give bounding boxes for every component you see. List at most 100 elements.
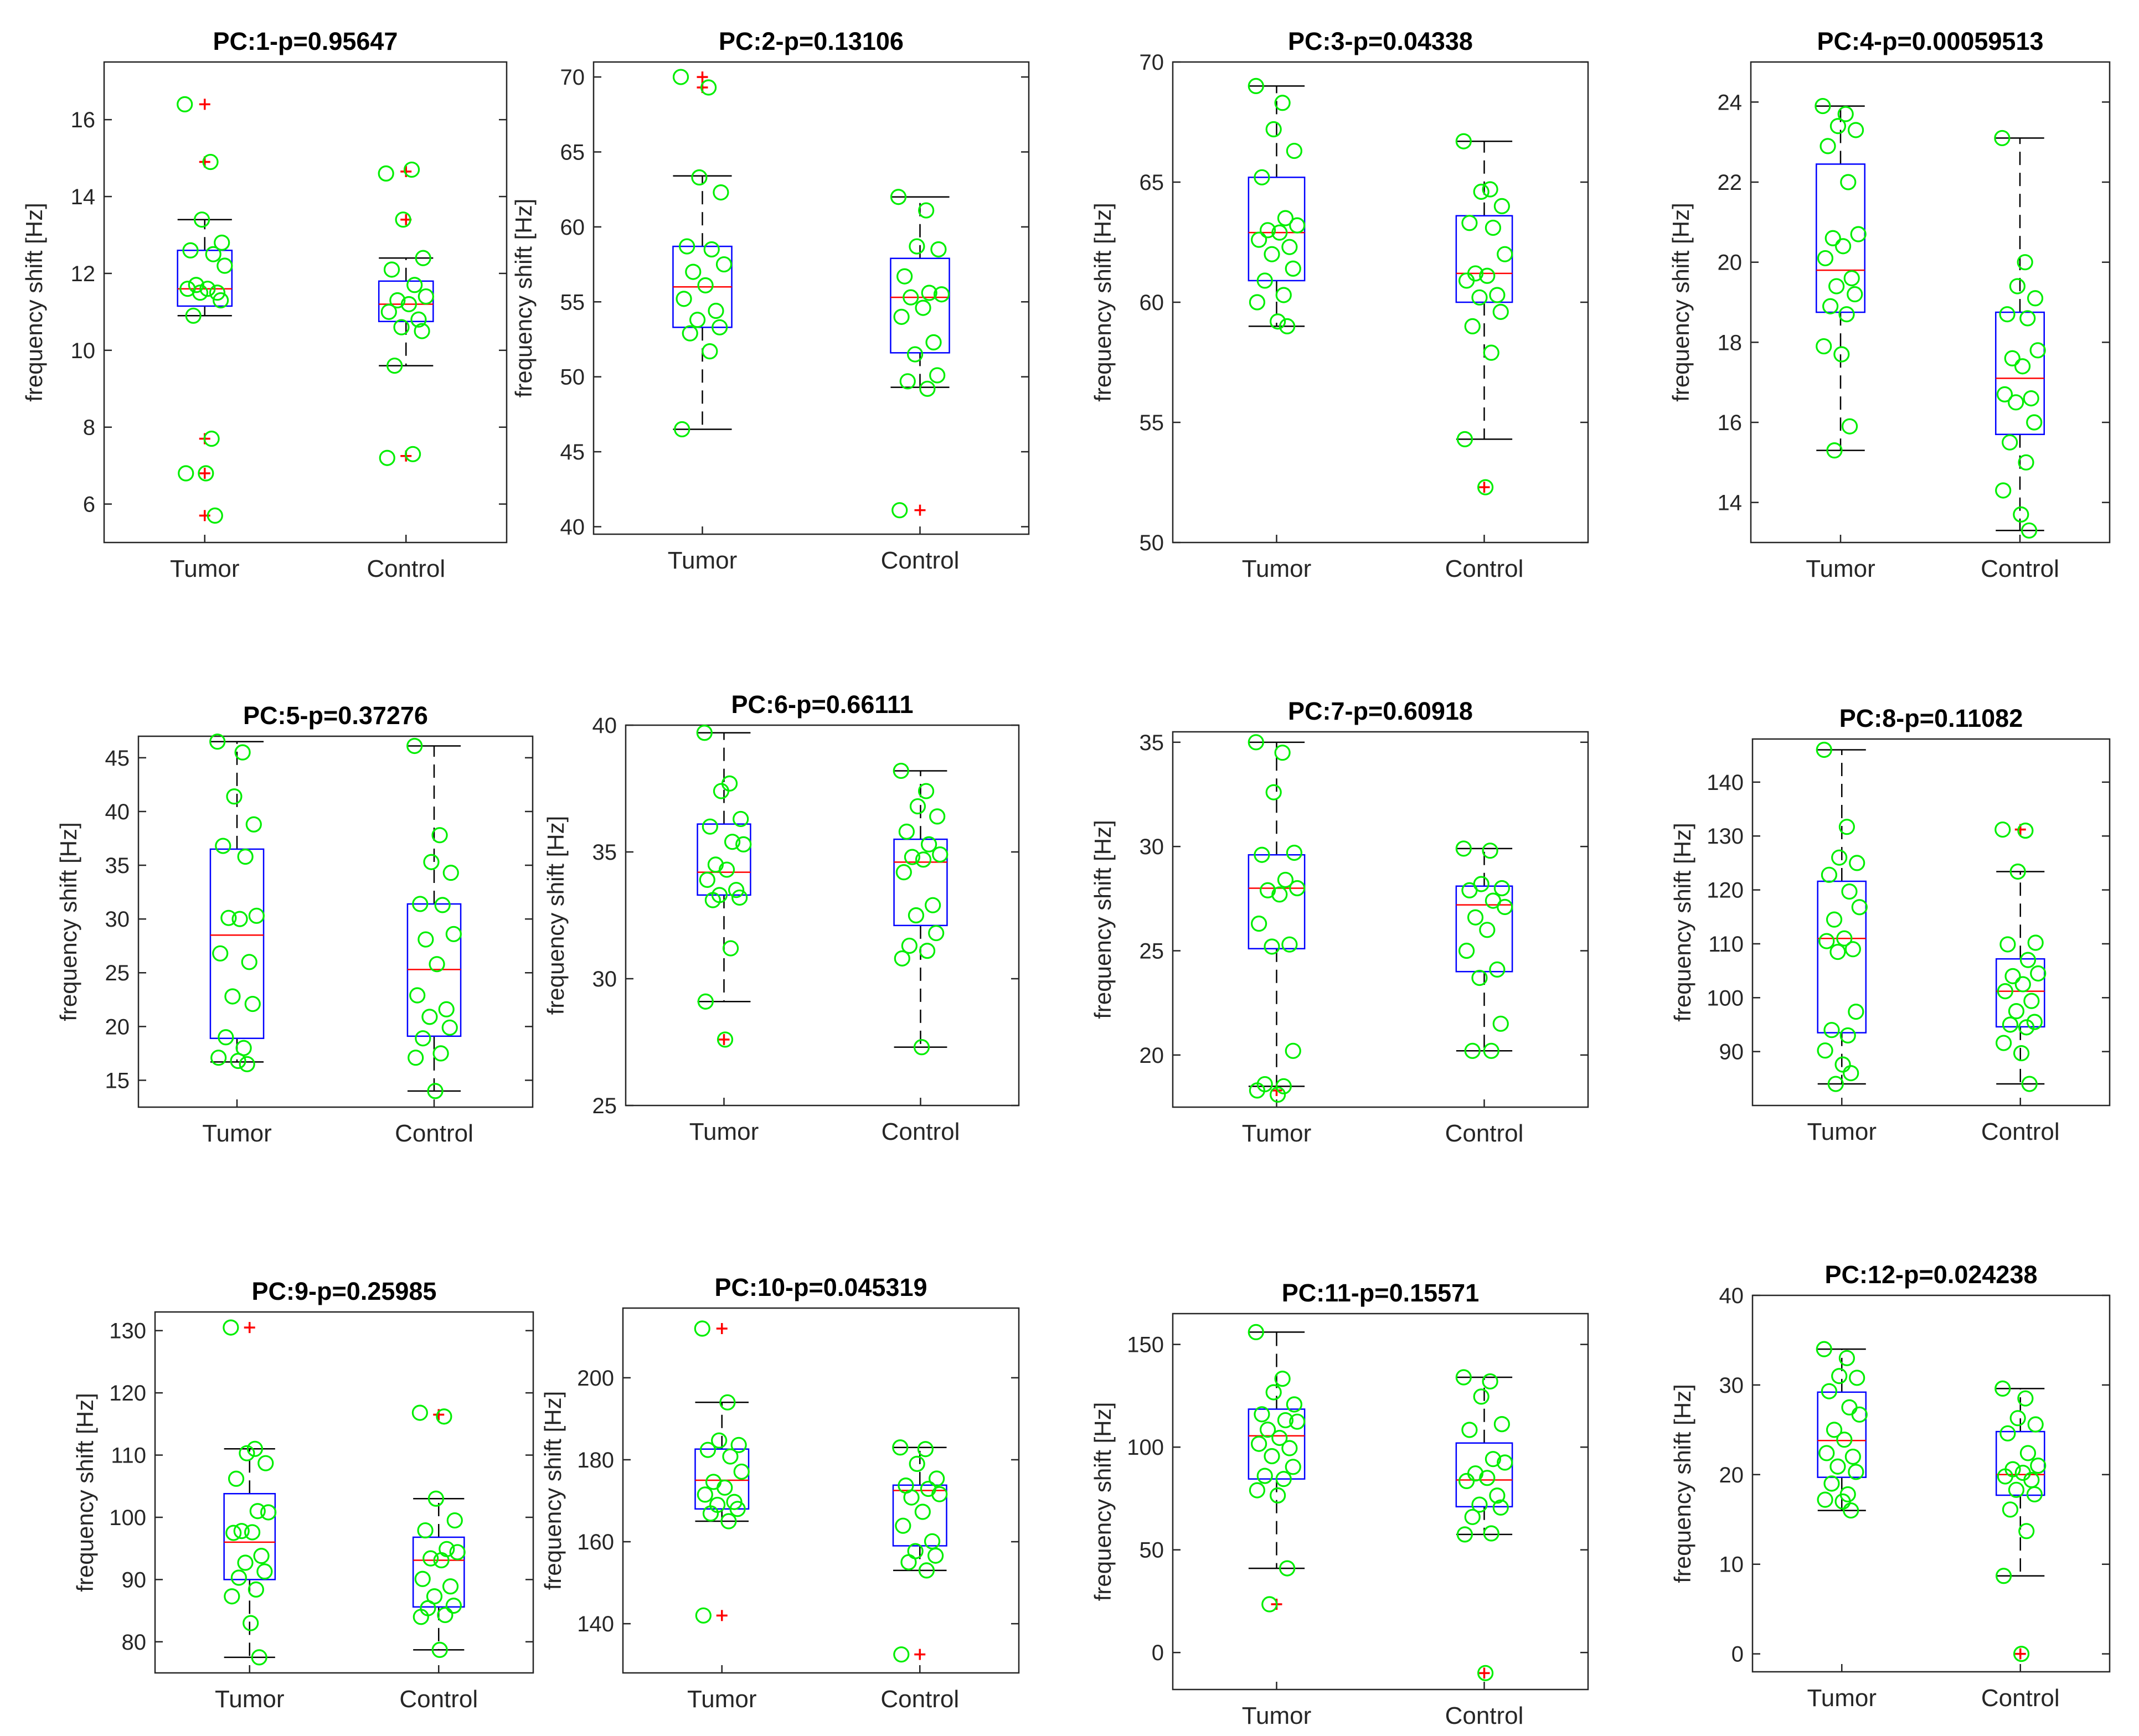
data-point [198,465,214,482]
data-point [1826,442,1843,459]
data-point [892,1439,909,1456]
data-point [395,211,411,228]
data-point [1843,1502,1859,1519]
data-point [1259,222,1276,239]
data-point [233,1523,250,1539]
data-point [1841,418,1858,435]
data-point [2029,342,2046,359]
data-point [925,897,941,913]
data-point [1493,198,1510,214]
data-point [234,744,251,761]
data-point [682,325,698,342]
data-point [207,507,223,524]
data-point [1281,936,1298,953]
y-tick-label: 24 [1718,90,1743,115]
data-point [260,1504,277,1521]
y-tick-label: 22 [1718,170,1743,195]
data-point [1249,1082,1266,1099]
data-point [1275,1078,1292,1094]
data-point [1271,224,1288,241]
chart-panel-10: PC:10-p=0.045319 frequency shift [Hz] 140 1… [540,1273,1020,1713]
data-point [1254,846,1270,863]
y-tick-label: 100 [1127,1435,1164,1460]
data-point [735,836,752,852]
data-point [226,788,243,805]
data-point [1994,130,2011,147]
data-point [896,268,913,285]
x-tick-label: Control [1981,555,2059,582]
data-point [1477,1665,1494,1681]
y-tick-label: 0 [1731,1642,1744,1667]
y-axis-label: frequency shift [Hz] [1090,1402,1116,1601]
data-point [1996,386,2013,402]
data-point [1479,267,1496,284]
data-point [2019,1445,2037,1461]
data-point [1847,286,1863,303]
data-point [2030,965,2047,982]
data-point [2021,1076,2038,1092]
data-point [1285,1459,1301,1475]
y-tick-label: 45 [105,746,130,771]
data-point [1265,1384,1282,1401]
y-tick-label: 50 [1140,531,1164,555]
y-tick-label: 130 [109,1319,146,1344]
data-point [2013,1646,2030,1662]
data-point [2027,1416,2044,1433]
data-point [2018,1019,2035,1036]
data-point [906,346,924,363]
data-point [1821,866,1837,883]
y-tick-label: 20 [105,1015,130,1039]
x-tick-label: Tumor [215,1686,285,1713]
data-point [441,1019,458,1036]
chart-panel-9: PC:9-p=0.25985 frequency shift [Hz] 80 90 10… [72,1277,534,1713]
data-point [720,1513,737,1530]
y-tick-label: 70 [560,65,585,90]
outlier-marker [716,1610,728,1621]
data-point [193,211,210,228]
data-point [1259,882,1276,898]
y-tick-label: 120 [1707,879,1744,903]
data-point [199,281,216,297]
chart-panel-6: PC:6-p=0.66111 frequency shift [Hz] 25 30 35… [543,690,1020,1145]
outlier-marker [2014,1648,2026,1660]
data-point [1851,1406,1868,1423]
data-point [2026,414,2043,431]
data-point [712,319,728,335]
data-point [239,1445,255,1461]
box-iqr [412,1536,465,1608]
data-point [248,1581,264,1598]
data-point [408,1050,424,1066]
data-point [431,827,448,844]
data-point [1492,303,1509,320]
chart-title: PC:9-p=0.25985 [252,1277,437,1305]
data-point [1838,1350,1855,1366]
data-point [256,1563,273,1580]
axes-box [1751,1294,2111,1673]
data-point [933,286,950,303]
y-tick-label: 50 [560,365,585,390]
data-point [711,1432,728,1449]
y-axis-label: frequency shift [Hz] [72,1393,98,1592]
data-point [724,834,741,850]
box-iqr [1455,885,1513,973]
data-point [731,889,748,906]
y-axis-label: frequency shift [Hz] [511,199,537,397]
data-point [403,161,420,178]
chart-title: PC:5-p=0.37276 [243,701,428,730]
data-point [1289,880,1306,897]
data-point [1816,1341,1832,1357]
data-point [415,1030,431,1047]
data-point [225,1525,242,1541]
data-point [1256,272,1273,289]
data-point [1464,318,1481,335]
data-point [1274,1371,1291,1387]
y-tick-label: 40 [592,714,617,738]
data-point [1843,1065,1859,1082]
x-tick-label: Control [880,1686,959,1713]
data-point [1834,1493,1851,1510]
x-tick-label: Control [1445,555,1524,582]
data-point [182,242,199,259]
data-point [702,343,718,360]
data-point [1848,1464,1864,1480]
data-point [1248,1324,1264,1340]
